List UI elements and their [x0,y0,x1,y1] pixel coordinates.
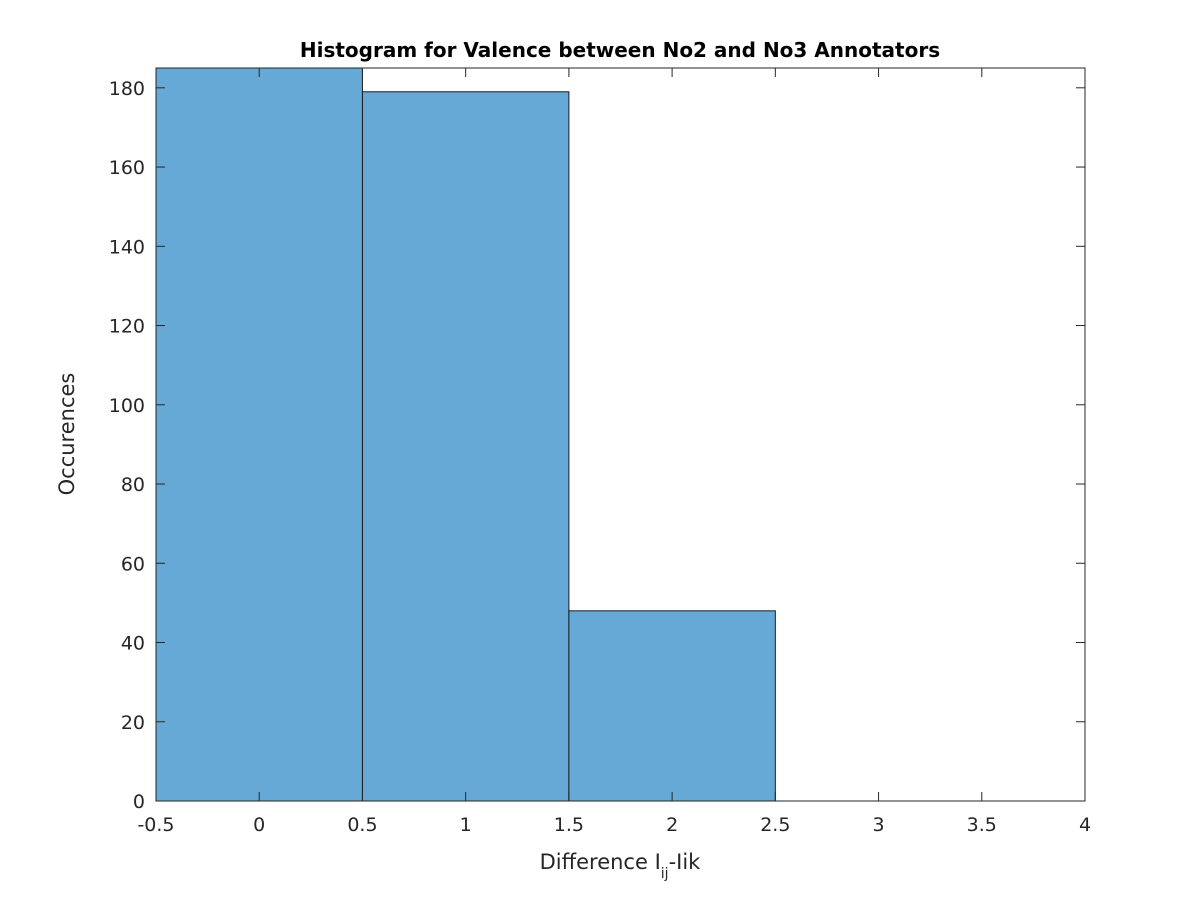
histogram-bar [361,91,570,802]
y-tick-label: 40 [121,633,145,655]
histogram-bar [568,610,776,802]
x-tick-label: 2 [666,814,678,836]
y-tick-label: 120 [109,316,145,338]
x-tick-label: 3 [873,814,885,836]
y-tick-label: 140 [109,236,145,258]
x-tick-label: 2.5 [760,814,790,836]
x-tick-label: 4 [1079,814,1091,836]
histogram-bar [155,67,363,802]
x-axis-label-prefix: Difference I [540,850,661,874]
x-tick-labels: -0.5 0 0.5 1 1.5 2 2.5 3 3.5 4 [137,814,1091,836]
y-tick-labels: 0 20 40 60 80 100 120 140 160 180 [109,78,145,813]
x-axis-label-suffix: -Iik [669,850,702,874]
x-tick-label: 0 [253,814,265,836]
ticks-group [155,68,1086,802]
y-tick-label: 160 [109,157,145,179]
y-tick-label: 80 [121,474,145,496]
x-axis-label-subscript: ij [661,866,669,882]
bars-group [155,67,776,802]
y-axis-label: Occurences [55,373,79,496]
y-tick-label: 100 [109,395,145,417]
x-tick-label: 0.5 [347,814,377,836]
x-axis-label: Difference Iij-Iik [540,850,702,882]
y-tick-label: 20 [121,712,145,734]
y-tick-label: 60 [121,553,145,575]
y-tick-label: 180 [109,78,145,100]
x-tick-label: 1.5 [554,814,584,836]
x-tick-label: -0.5 [137,814,174,836]
plot-frame [155,67,1086,802]
y-tick-label: 0 [133,791,145,813]
chart-title: Histogram for Valence between No2 and No… [300,38,940,62]
x-tick-label: 1 [460,814,472,836]
x-tick-label: 3.5 [967,814,997,836]
